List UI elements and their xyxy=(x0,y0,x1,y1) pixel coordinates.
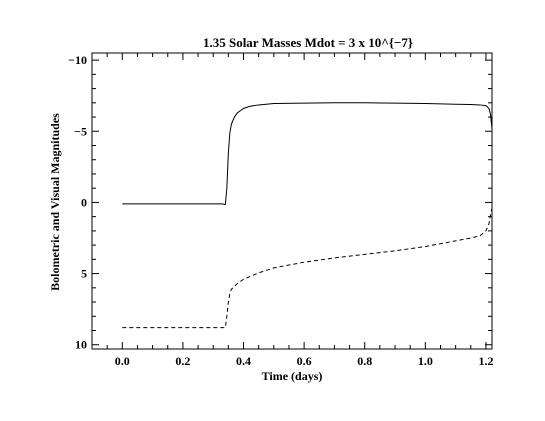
series-line-dashed xyxy=(122,208,493,329)
axis-ticks xyxy=(91,53,492,349)
y-tick-label: −10 xyxy=(68,53,87,67)
plot-frame xyxy=(91,52,493,350)
x-tick-label: 0.6 xyxy=(297,354,312,368)
x-tick-label: 0.2 xyxy=(175,354,190,368)
x-tick-label: 0.8 xyxy=(357,354,372,368)
axis-tick-labels: 0.0 0.2 0.4 0.6 0.8 1.0 1.2 −10 −5 0 5 10 xyxy=(68,53,493,368)
x-tick-label: 1.0 xyxy=(418,354,433,368)
chart-title: 1.35 Solar Masses Mdot = 3 x 10^{−7} xyxy=(203,35,413,50)
y-tick-label: 10 xyxy=(75,338,87,352)
x-tick-label: 0.4 xyxy=(236,354,251,368)
y-tick-label: 0 xyxy=(81,195,87,209)
y-tick-label: −5 xyxy=(74,124,87,138)
x-tick-label: 1.2 xyxy=(478,354,493,368)
y-tick-label: 5 xyxy=(81,267,87,281)
x-tick-label: 0.0 xyxy=(115,354,130,368)
series-layer xyxy=(122,102,493,329)
x-axis-label: Time (days) xyxy=(262,369,323,383)
y-axis-label: Bolometric and Visual Magnitudes xyxy=(48,113,62,291)
series-line-solid xyxy=(122,102,493,206)
